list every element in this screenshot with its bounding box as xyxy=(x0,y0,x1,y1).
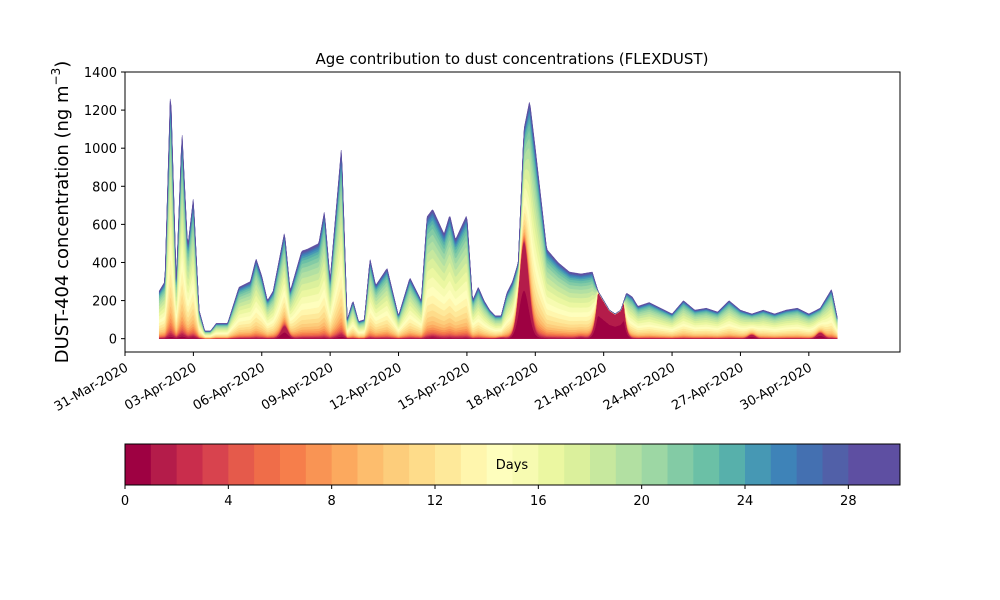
colorbar-cell xyxy=(383,444,410,485)
x-tick-label: 21-Apr-2020 xyxy=(533,360,610,413)
y-tick-label: 1400 xyxy=(84,66,117,81)
age-layer-day-29 xyxy=(158,98,838,332)
colorbar-cell xyxy=(538,444,565,485)
colorbar-cell xyxy=(590,444,617,485)
colorbar-tick-label: 16 xyxy=(530,494,547,509)
y-tick-label: 800 xyxy=(92,180,117,195)
colorbar-tick-label: 8 xyxy=(328,494,336,509)
colorbar-cell xyxy=(150,444,178,485)
y-axis-label: DUST-404 concentration (ng m−3) xyxy=(49,61,73,364)
colorbar-cell xyxy=(848,444,875,485)
x-tick-label: 30-Apr-2020 xyxy=(738,360,815,413)
colorbar-cells xyxy=(125,444,901,485)
colorbar-cell xyxy=(770,444,798,485)
y-axis-ticks: 0 200 400 600 800 1000 1200 1400 xyxy=(84,66,125,348)
colorbar-cell xyxy=(796,444,823,485)
colorbar-cell xyxy=(693,444,720,485)
x-tick-label: 31-Mar-2020 xyxy=(52,360,131,414)
y-tick-label: 0 xyxy=(109,333,117,348)
colorbar-cell xyxy=(615,444,643,485)
colorbar-label: Days xyxy=(496,458,529,473)
colorbar-cell xyxy=(667,444,694,485)
x-tick-label: 27-Apr-2020 xyxy=(669,360,746,413)
x-axis-ticks: 31-Mar-202003-Apr-202006-Apr-202009-Apr-… xyxy=(52,352,815,415)
colorbar-cell xyxy=(745,444,772,485)
colorbar-cell xyxy=(641,444,668,485)
y-axis-label-superscript: −3 xyxy=(49,68,63,86)
colorbar-frame xyxy=(124,443,901,486)
colorbar-cell xyxy=(460,444,488,485)
colorbar-tick-label: 0 xyxy=(121,494,129,509)
colorbar-cell xyxy=(228,444,255,485)
y-axis-label-close: ) xyxy=(52,61,73,68)
colorbar-tick-label: 12 xyxy=(427,494,444,509)
plot-area: 0 200 400 600 800 1000 1200 1400 31-Mar-202003-… xyxy=(52,66,901,415)
colorbar-cell xyxy=(176,444,203,485)
x-tick-label: 06-Apr-2020 xyxy=(191,360,268,413)
colorbar-tick-label: 20 xyxy=(633,494,650,509)
colorbar-cell xyxy=(512,444,539,485)
colorbar-tick-label: 28 xyxy=(840,494,857,509)
x-tick-label: 24-Apr-2020 xyxy=(601,360,678,413)
y-axis-label-main: DUST-404 concentration (ng m xyxy=(52,85,73,363)
colorbar-cell xyxy=(254,444,281,485)
colorbar-cell xyxy=(125,444,152,485)
colorbar-tick-label: 24 xyxy=(737,494,754,509)
x-tick-label: 09-Apr-2020 xyxy=(259,360,336,413)
colorbar-cell xyxy=(280,444,307,485)
y-tick-label: 1000 xyxy=(84,142,117,157)
x-tick-label: 18-Apr-2020 xyxy=(464,360,541,413)
x-tick-label: 15-Apr-2020 xyxy=(396,360,473,413)
colorbar-cell xyxy=(486,444,513,485)
stacked-area-layers xyxy=(158,98,838,339)
x-tick-label: 03-Apr-2020 xyxy=(122,360,199,413)
y-tick-label: 1200 xyxy=(84,104,117,119)
colorbar-cell xyxy=(202,444,229,485)
colorbar-cell xyxy=(409,444,436,485)
chart-title: Age contribution to dust concentrations … xyxy=(316,50,709,68)
colorbar-ticks: 0 4 8 12 16 20 24 28 xyxy=(121,485,857,509)
colorbar: Days 0 4 8 12 16 20 24 28 xyxy=(121,443,901,509)
colorbar-cell xyxy=(822,444,849,485)
colorbar-cell xyxy=(719,444,746,485)
y-tick-label: 200 xyxy=(92,295,117,310)
x-tick-label: 12-Apr-2020 xyxy=(327,360,404,413)
colorbar-tick-label: 4 xyxy=(224,494,232,509)
colorbar-cell xyxy=(357,444,384,485)
colorbar-cell xyxy=(331,444,358,485)
y-tick-label: 400 xyxy=(92,256,117,271)
plot-frame xyxy=(124,71,901,353)
colorbar-cell xyxy=(435,444,462,485)
colorbar-cell xyxy=(564,444,591,485)
colorbar-cell xyxy=(305,444,333,485)
colorbar-cell xyxy=(874,444,901,485)
y-tick-label: 600 xyxy=(92,218,117,233)
